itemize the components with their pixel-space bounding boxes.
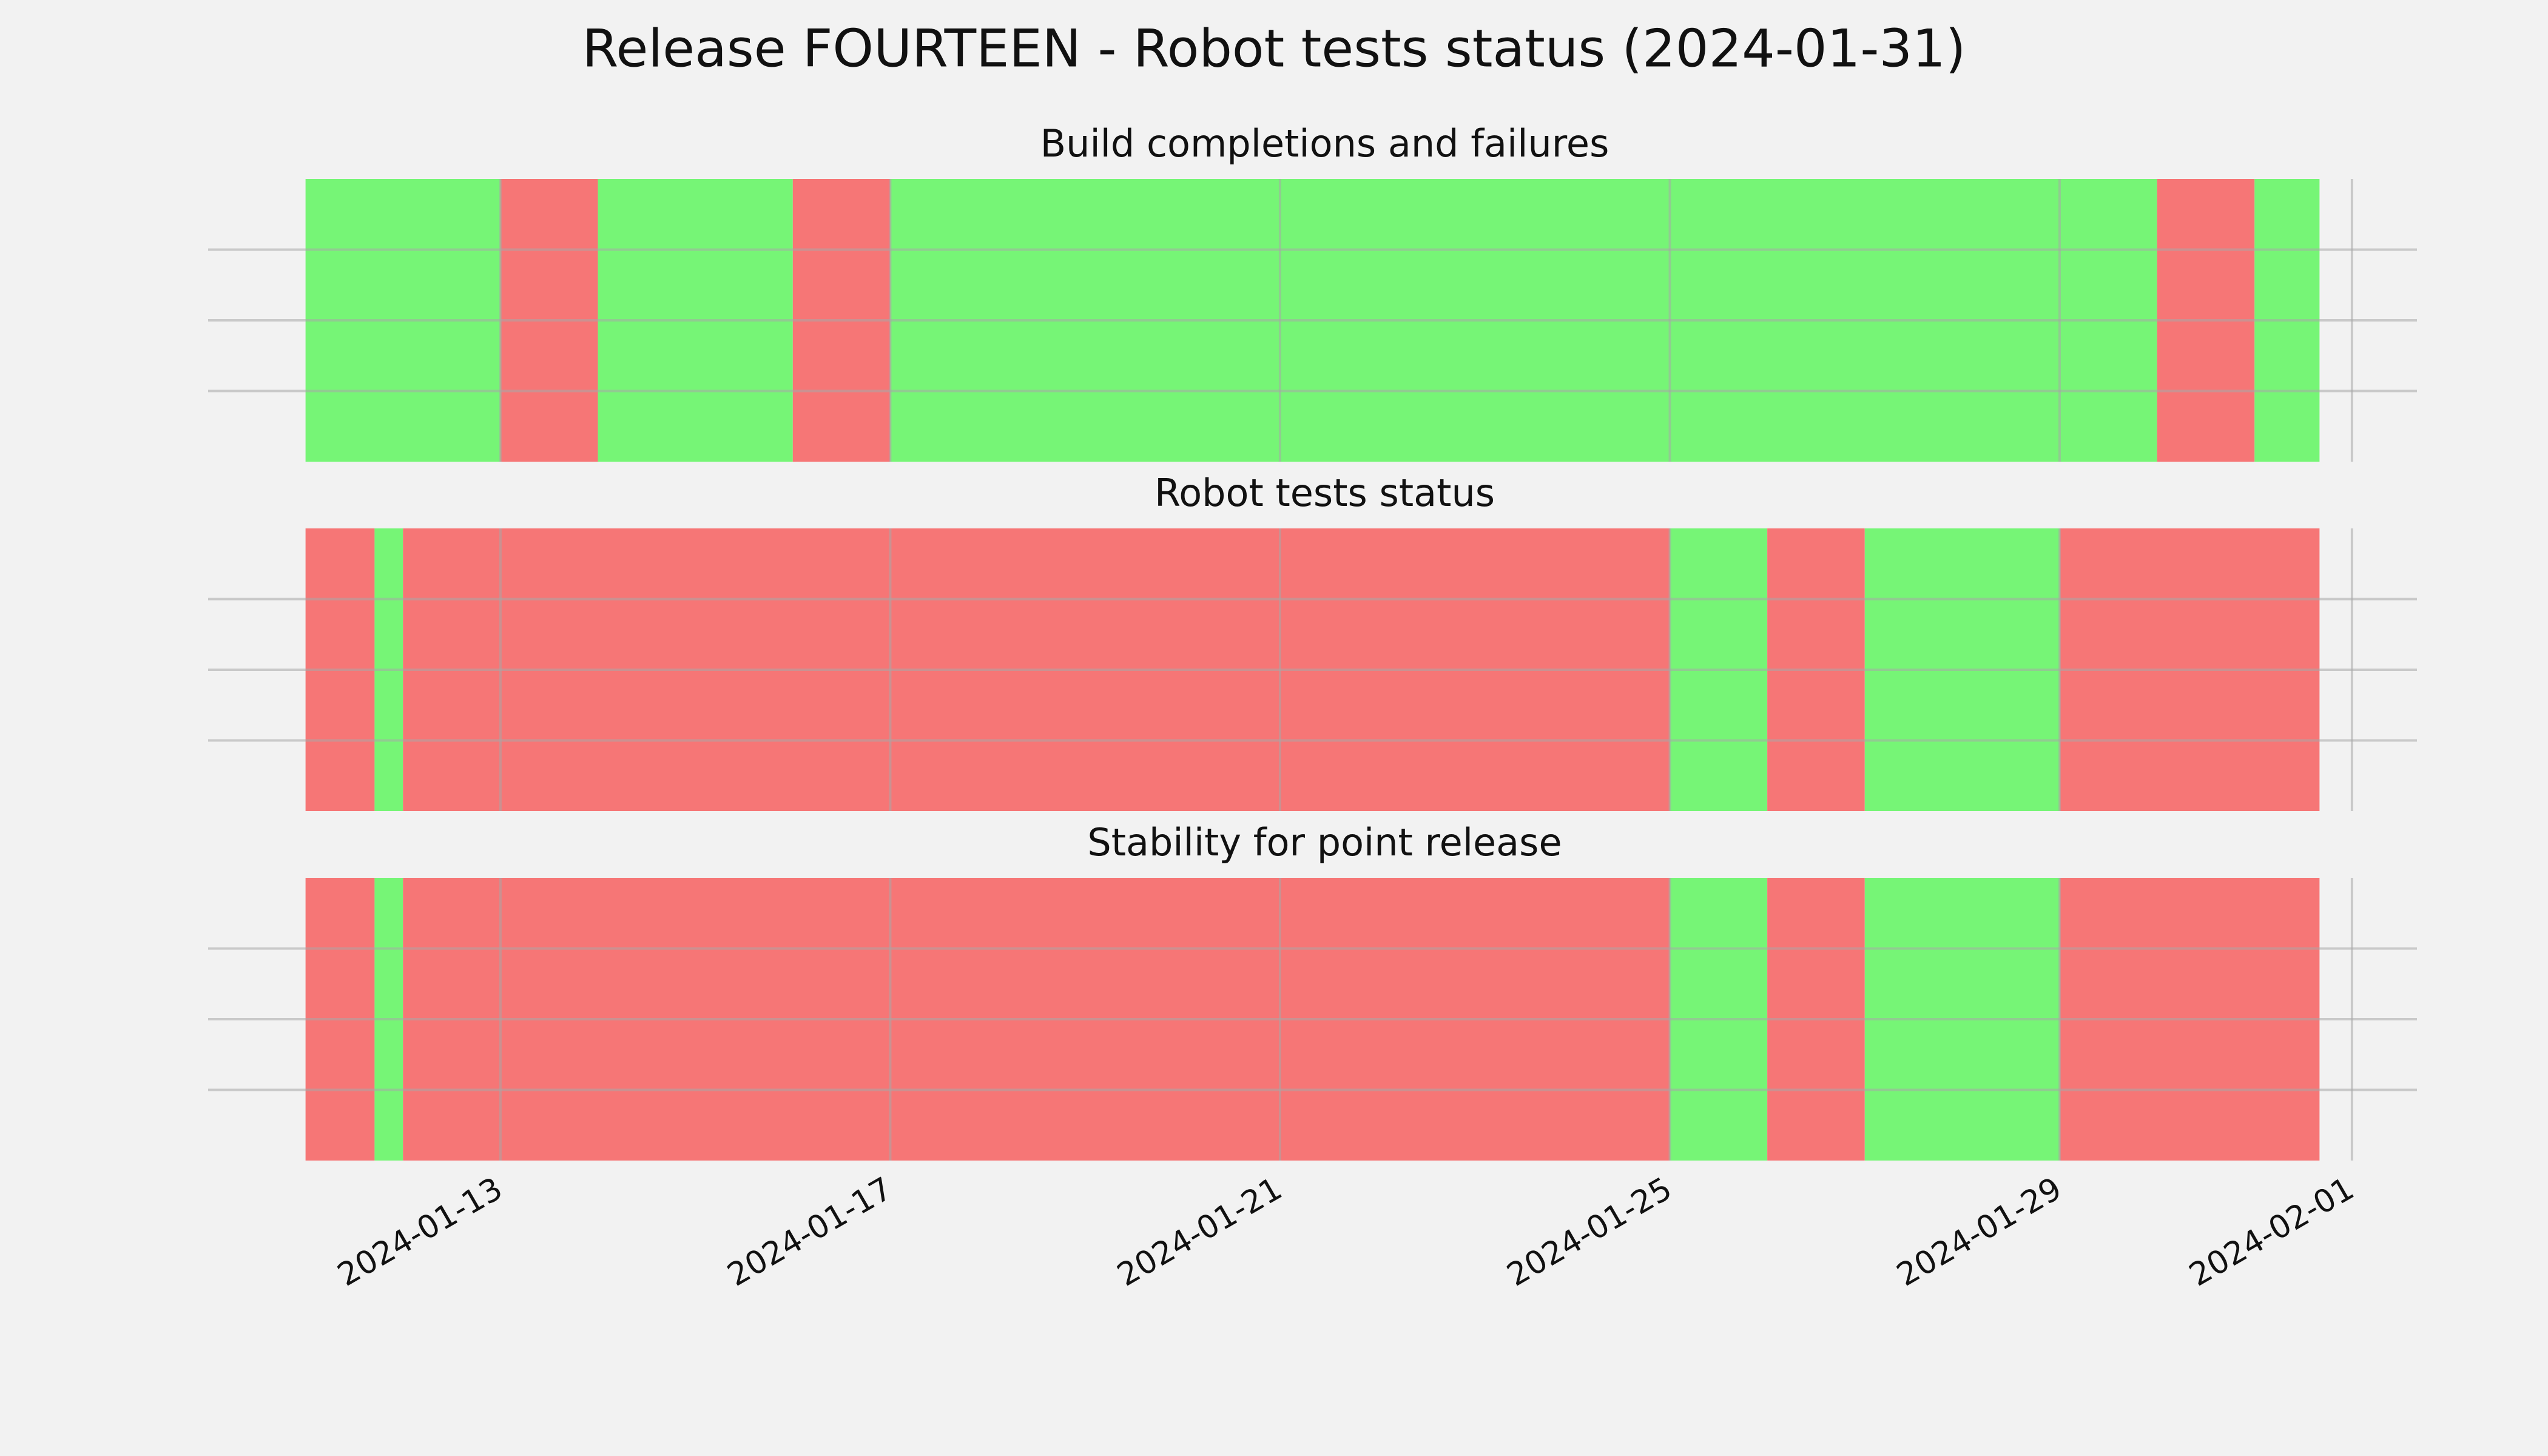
chart-title: Release FOURTEEN - Robot tests status (2… (582, 18, 1966, 79)
panel-title: Robot tests status (1154, 471, 1495, 515)
x-tick-label: 2024-01-25 (1501, 1170, 1678, 1293)
x-tick-label: 2024-01-29 (1891, 1170, 2068, 1293)
x-tick-label: 2024-01-17 (721, 1170, 898, 1293)
x-tick-label: 2024-01-13 (332, 1170, 509, 1293)
panel-title: Stability for point release (1087, 820, 1562, 864)
panel-title: Build completions and failures (1040, 121, 1609, 166)
x-tick-label: 2024-01-21 (1111, 1170, 1289, 1293)
x-tick-label: 2024-02-01 (2183, 1170, 2361, 1293)
